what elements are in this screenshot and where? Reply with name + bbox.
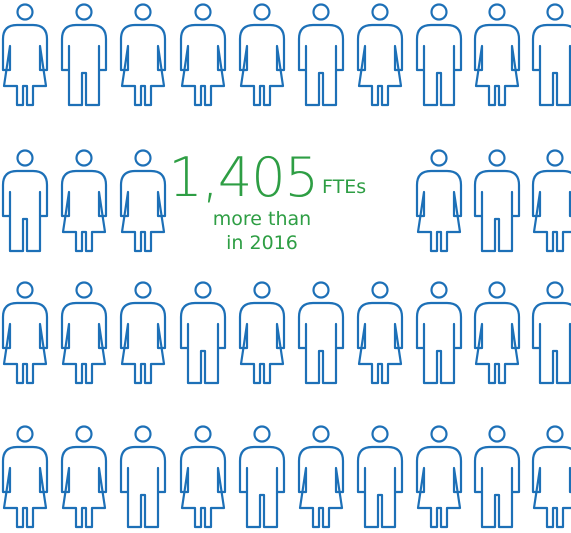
person-icon bbox=[415, 149, 463, 253]
person-icon bbox=[415, 3, 463, 107]
headline-unit: FTEs bbox=[322, 176, 366, 198]
person-icon bbox=[297, 425, 345, 529]
person-icon bbox=[473, 3, 521, 107]
person-icon bbox=[179, 3, 227, 107]
person-icon bbox=[356, 425, 404, 529]
person-icon bbox=[60, 281, 108, 385]
person-icon bbox=[415, 281, 463, 385]
person-icon bbox=[238, 281, 286, 385]
person-icon bbox=[60, 149, 108, 253]
people-icons bbox=[1, 3, 571, 529]
person-icon bbox=[531, 3, 571, 107]
person-icon bbox=[60, 425, 108, 529]
person-icon bbox=[1, 149, 49, 253]
person-icon bbox=[531, 425, 571, 529]
person-icon bbox=[1, 3, 49, 107]
headline-number: 1,405 bbox=[168, 146, 318, 209]
person-icon bbox=[297, 3, 345, 107]
person-icon bbox=[60, 3, 108, 107]
person-icon bbox=[473, 281, 521, 385]
person-icon bbox=[119, 149, 167, 253]
headline-line2: in 2016 bbox=[226, 232, 298, 254]
person-icon bbox=[473, 425, 521, 529]
person-icon bbox=[1, 425, 49, 529]
person-icon bbox=[531, 281, 571, 385]
person-icon bbox=[119, 281, 167, 385]
person-icon bbox=[179, 425, 227, 529]
person-icon bbox=[531, 149, 571, 253]
person-icon bbox=[119, 3, 167, 107]
person-icon bbox=[238, 425, 286, 529]
person-icon bbox=[473, 149, 521, 253]
person-icon bbox=[297, 281, 345, 385]
person-icon bbox=[1, 281, 49, 385]
person-icon bbox=[356, 3, 404, 107]
person-icon bbox=[356, 281, 404, 385]
person-icon bbox=[238, 3, 286, 107]
headline-line1: more than bbox=[213, 208, 311, 230]
person-icon bbox=[415, 425, 463, 529]
person-icon bbox=[179, 281, 227, 385]
person-icon bbox=[119, 425, 167, 529]
